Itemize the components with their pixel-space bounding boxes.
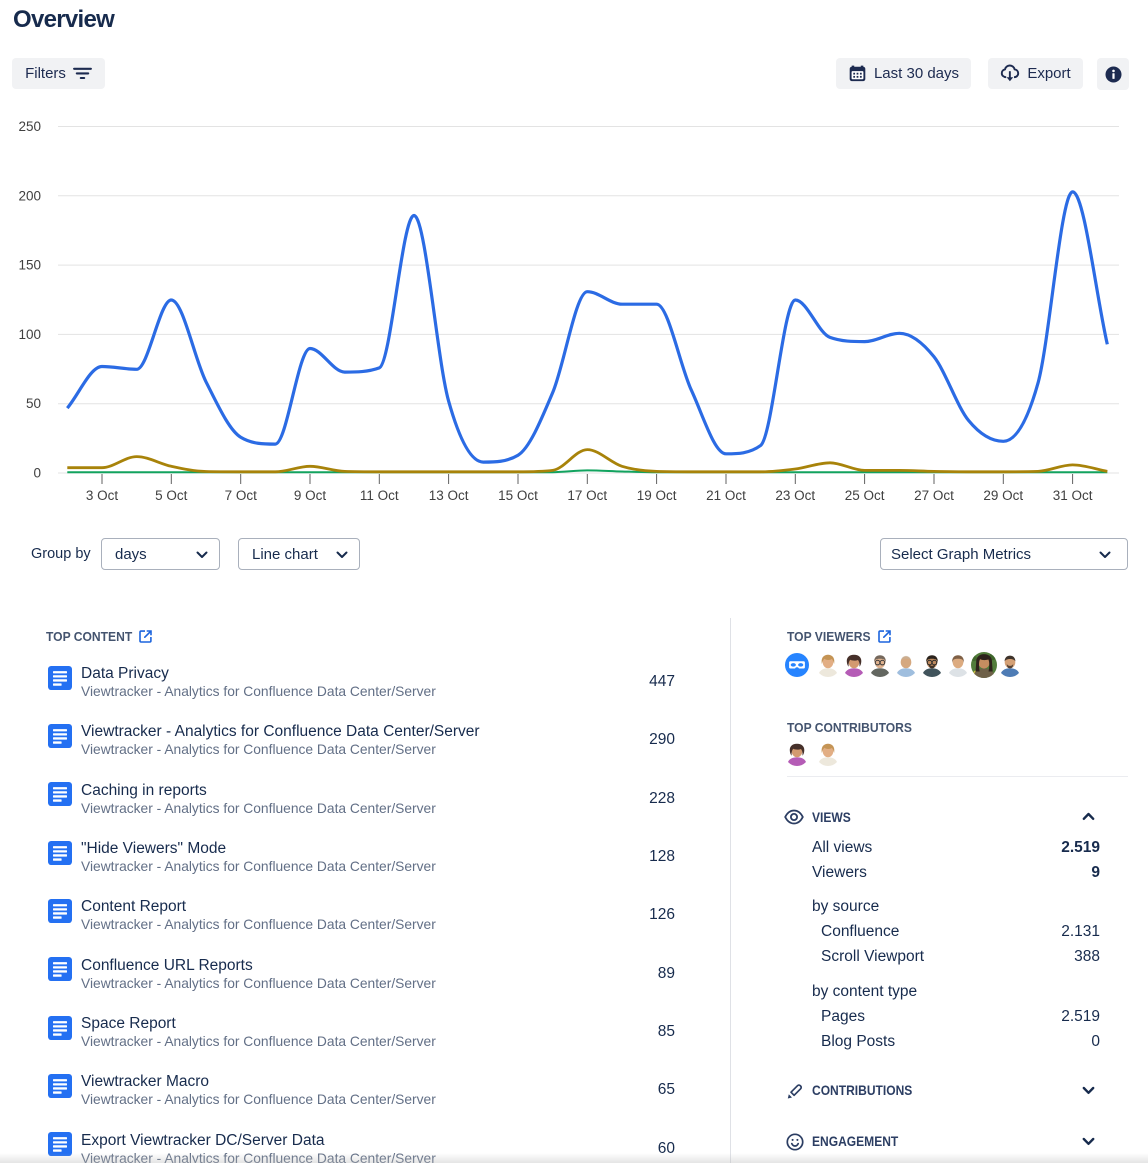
svg-text:25 Oct: 25 Oct xyxy=(845,488,885,503)
svg-text:250: 250 xyxy=(18,119,41,134)
svg-text:13 Oct: 13 Oct xyxy=(429,488,469,503)
svg-text:15 Oct: 15 Oct xyxy=(498,488,538,503)
svg-text:7 Oct: 7 Oct xyxy=(225,488,258,503)
svg-text:31 Oct: 31 Oct xyxy=(1053,488,1093,503)
svg-text:17 Oct: 17 Oct xyxy=(567,488,607,503)
svg-text:29 Oct: 29 Oct xyxy=(983,488,1023,503)
svg-text:21 Oct: 21 Oct xyxy=(706,488,746,503)
svg-text:23 Oct: 23 Oct xyxy=(775,488,815,503)
svg-text:27 Oct: 27 Oct xyxy=(914,488,954,503)
svg-text:150: 150 xyxy=(18,258,41,273)
svg-text:0: 0 xyxy=(33,466,41,481)
svg-text:200: 200 xyxy=(18,188,41,203)
svg-text:100: 100 xyxy=(18,327,41,342)
svg-text:11 Oct: 11 Oct xyxy=(360,488,399,503)
svg-text:5 Oct: 5 Oct xyxy=(155,488,188,503)
svg-text:19 Oct: 19 Oct xyxy=(637,488,677,503)
svg-text:3 Oct: 3 Oct xyxy=(86,488,119,503)
svg-text:9 Oct: 9 Oct xyxy=(294,488,327,503)
svg-text:50: 50 xyxy=(26,396,41,411)
